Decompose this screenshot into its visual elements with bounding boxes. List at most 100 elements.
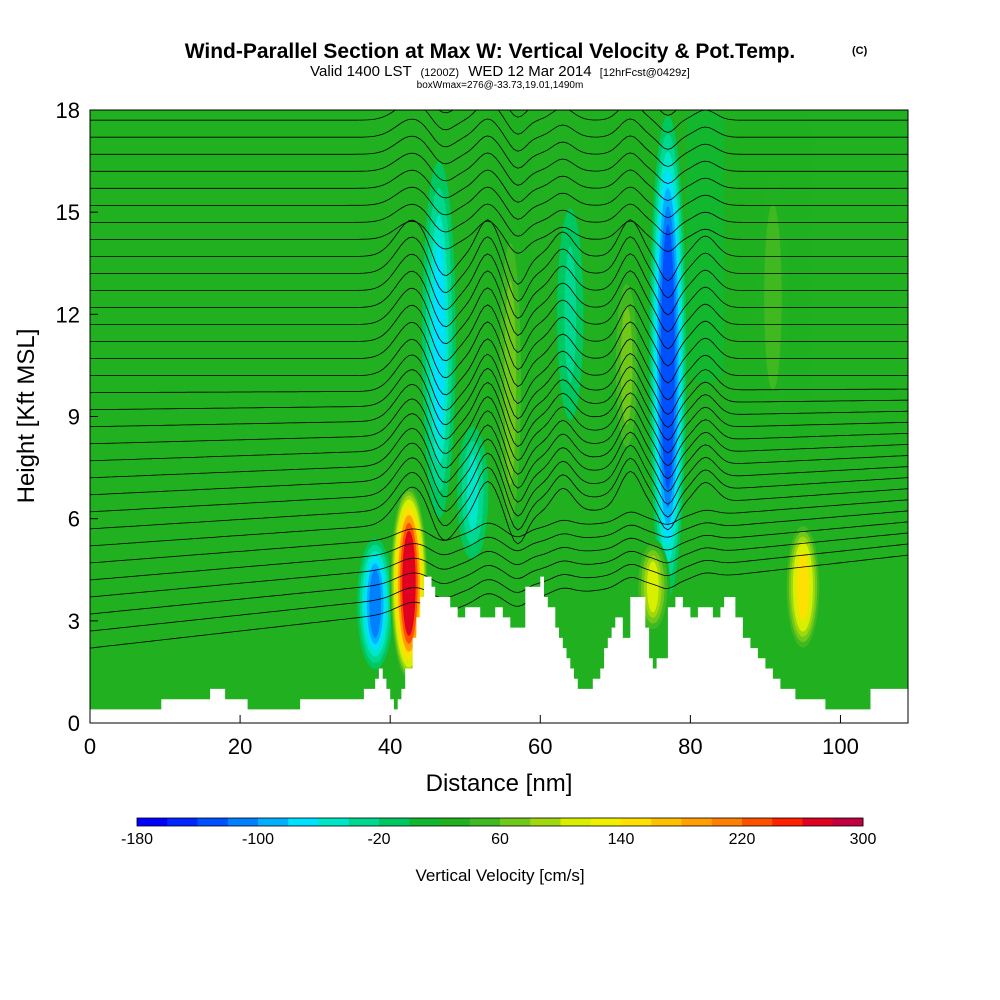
colorbar-tick-label: 60 — [491, 831, 509, 848]
colorbar-swatch — [560, 818, 592, 826]
y-tick-label: 15 — [56, 200, 80, 225]
colorbar-swatch — [288, 818, 319, 826]
isentrope-line — [90, 521, 908, 598]
updraft-contour — [797, 552, 809, 621]
isentrope-line — [90, 253, 908, 319]
x-tick-label: 60 — [528, 734, 552, 759]
colorbar — [136, 817, 864, 827]
isentrope-line — [90, 405, 908, 475]
y-axis-label: Height [Kft MSL] — [13, 329, 40, 504]
colorbar-swatch — [530, 818, 561, 826]
isentrope-line — [90, 457, 908, 531]
x-axis-label: Distance [nm] — [426, 770, 573, 797]
colorbar-swatch — [197, 818, 229, 826]
velocity-band — [686, 110, 725, 383]
subtitle-valid: Valid 1400 LST — [310, 63, 411, 80]
downdraft-contour — [433, 241, 445, 438]
isentrope-line — [90, 118, 908, 152]
isentrope-line — [90, 203, 908, 237]
y-axis: 0 3 6 9 12 15 18 — [56, 98, 98, 736]
isentrope-line — [90, 353, 908, 420]
y-tick-label: 0 — [68, 711, 80, 736]
y-tick-label: 6 — [68, 507, 80, 532]
isentrope-line — [90, 219, 908, 285]
isentrope-line — [90, 431, 908, 503]
isentrope-line — [90, 321, 908, 388]
copyright-mark: (C) — [852, 45, 868, 57]
colorbar-swatch — [651, 818, 682, 826]
y-tick-label: 3 — [68, 609, 80, 634]
colorbar-frame — [136, 817, 864, 827]
colorbar-swatch — [590, 818, 622, 826]
x-tick-label: 80 — [678, 734, 702, 759]
colorbar-tick-label: -180 — [121, 831, 153, 848]
isentrope-line — [90, 510, 908, 581]
y-tick-label: 12 — [56, 302, 80, 327]
updraft-contour — [620, 305, 633, 426]
terrain-mask — [90, 576, 908, 723]
isentrope-line — [90, 110, 908, 135]
isentrope-line — [90, 470, 908, 547]
colorbar-swatch — [621, 818, 652, 826]
isentrope-line — [90, 366, 908, 434]
isentrope-line — [90, 444, 908, 517]
isentrope-line — [90, 543, 908, 632]
isentrope-line — [90, 287, 908, 354]
isentrope-line — [90, 270, 908, 337]
colorbar-swatch — [348, 818, 380, 826]
subtitle-forecast: [12hrFcst@0429z] — [600, 67, 690, 79]
y-tick-label: 18 — [56, 98, 80, 123]
colorbar-swatch — [439, 818, 471, 826]
isentrope-line — [90, 532, 908, 615]
updraft-contour — [402, 530, 416, 636]
x-axis: 0 20 40 60 80 100 — [84, 715, 859, 759]
colorbar-tick-label: 300 — [850, 831, 877, 848]
isentrope-line — [90, 554, 908, 649]
colorbar-tick-label: 220 — [729, 831, 756, 848]
colorbar-swatch — [258, 818, 289, 826]
subtitle-date: WED 12 Mar 2014 — [468, 63, 591, 80]
downdraft-contour — [564, 246, 577, 383]
updraft-contour — [646, 561, 659, 613]
colorbar-swatch — [681, 818, 713, 826]
colorbar-swatch — [227, 818, 259, 826]
colorbar-tick-label: -100 — [242, 831, 274, 848]
isentrope-line — [90, 169, 908, 203]
colorbar-ticks: -180 -100 -20 60 140 220 300 — [121, 831, 876, 848]
colorbar-tick-label: -20 — [367, 831, 390, 848]
colorbar-swatch — [802, 818, 834, 826]
downdraft-contour — [369, 569, 382, 638]
colorbar-swatch — [500, 818, 531, 826]
chart-info-line: boxWmax=276@-33.73,19.01,1490m — [417, 80, 584, 91]
plot-area — [90, 110, 908, 723]
x-tick-label: 100 — [822, 734, 859, 759]
isentrope-line — [90, 379, 908, 448]
isentrope-line — [90, 338, 908, 405]
colorbar-swatch — [469, 818, 501, 826]
isentrope-line — [90, 304, 908, 371]
colorbar-swatch — [409, 818, 440, 826]
colorbar-tick-label: 140 — [608, 831, 635, 848]
updraft-contour — [764, 203, 782, 391]
velocity-fields — [357, 110, 822, 684]
colorbar-swatch — [772, 818, 803, 826]
colorbar-swatch — [137, 818, 168, 826]
colorbar-swatch — [742, 818, 773, 826]
chart-title: Wind-Parallel Section at Max W: Vertical… — [185, 40, 796, 63]
colorbar-swatch — [318, 818, 350, 826]
downdraft-contour — [661, 224, 675, 490]
chart-subtitle: Valid 1400 LST (1200Z) WED 12 Mar 2014 [… — [310, 63, 690, 80]
colorbar-swatch — [711, 818, 743, 826]
x-tick-label: 40 — [378, 734, 402, 759]
colorbar-swatch — [167, 818, 198, 826]
isentrope-line — [90, 186, 908, 220]
colorbar-label: Vertical Velocity [cm/s] — [415, 866, 584, 885]
isentrope-line — [90, 499, 908, 564]
isentrope-line — [90, 236, 908, 302]
x-tick-label: 0 — [84, 734, 96, 759]
downdraft-contour — [466, 454, 479, 532]
colorbar-swatch — [832, 818, 864, 826]
isentrope-line — [90, 135, 908, 169]
y-tick-label: 9 — [68, 405, 80, 430]
